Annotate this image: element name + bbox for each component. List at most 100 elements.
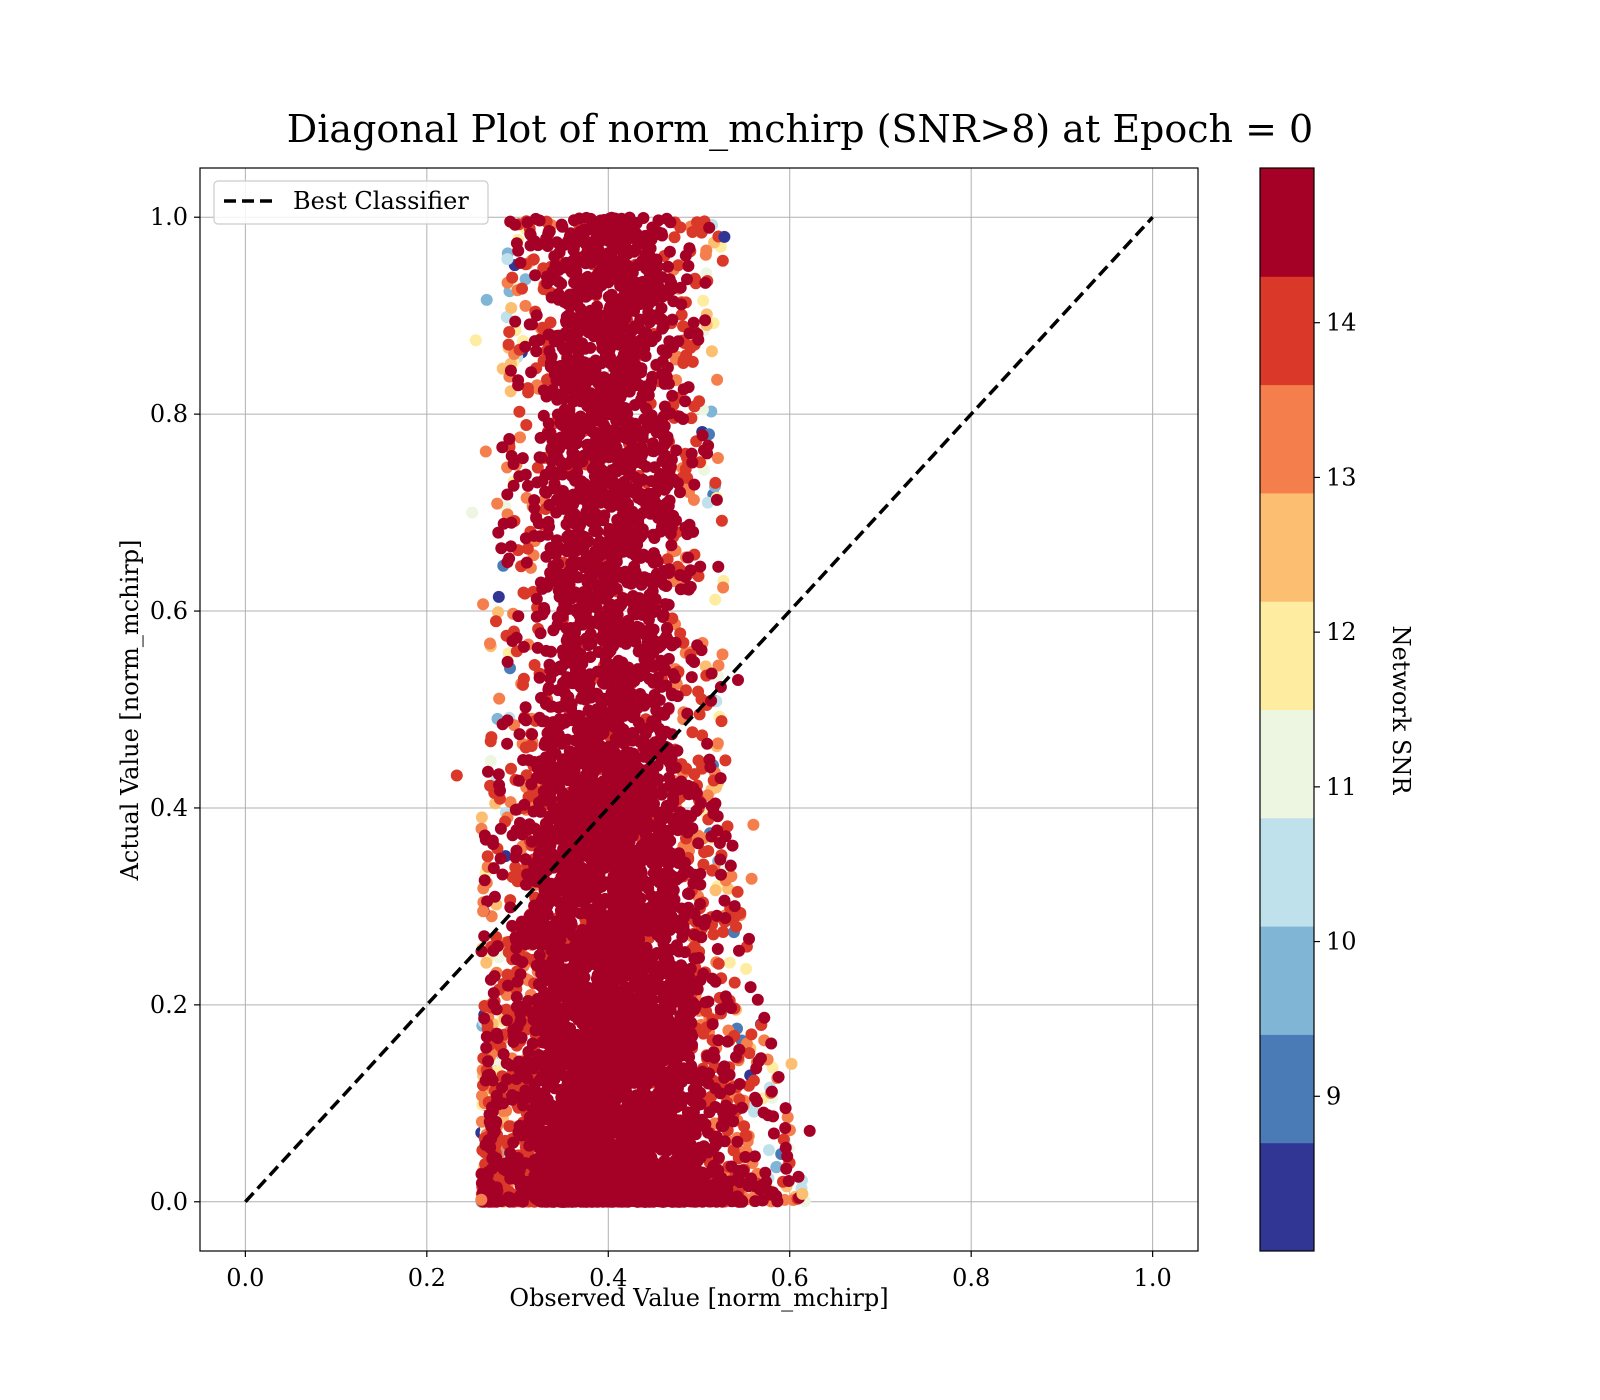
scatter-point bbox=[725, 1002, 738, 1014]
scatter-point bbox=[675, 308, 688, 321]
scatter-point bbox=[682, 260, 695, 272]
scatter-point bbox=[506, 271, 519, 284]
scatter-point bbox=[478, 1000, 491, 1012]
scatter-point bbox=[503, 326, 516, 338]
scatter-point bbox=[709, 476, 722, 489]
scatter-point bbox=[560, 518, 573, 531]
scatter-point bbox=[525, 366, 538, 379]
scatter-point bbox=[718, 894, 731, 907]
scatter-point bbox=[772, 1071, 785, 1083]
scatter-point bbox=[685, 447, 698, 460]
scatter-point bbox=[728, 976, 741, 989]
scatter-point bbox=[709, 884, 722, 897]
scatter-point bbox=[781, 1111, 794, 1124]
scatter-point bbox=[524, 228, 537, 241]
scatter-point bbox=[503, 1120, 516, 1133]
scatter-point bbox=[709, 593, 722, 606]
scatter-point bbox=[484, 755, 497, 767]
scatter-point bbox=[743, 932, 755, 945]
scatter-point bbox=[478, 874, 491, 887]
scatter-point bbox=[712, 560, 725, 573]
scatter-point bbox=[502, 338, 515, 351]
scatter-point bbox=[520, 556, 533, 569]
scatter-point bbox=[697, 858, 710, 871]
chart-title: Diagonal Plot of norm_mchirp (SNR>8) at … bbox=[287, 107, 1313, 152]
scatter-point bbox=[726, 839, 739, 852]
scatter-point bbox=[686, 355, 699, 368]
scatter-point bbox=[695, 644, 708, 657]
scatter-point bbox=[781, 1150, 794, 1163]
scatter-point bbox=[494, 852, 507, 865]
scatter-point bbox=[701, 789, 714, 802]
scatter-point bbox=[660, 212, 673, 225]
scatter-point bbox=[714, 772, 727, 785]
scatter-point bbox=[682, 551, 695, 564]
scatter-point bbox=[475, 811, 488, 824]
scatter-point bbox=[509, 218, 522, 231]
scatter-point bbox=[513, 405, 526, 418]
scatter-point bbox=[686, 726, 699, 739]
scatter-point bbox=[482, 1055, 494, 1068]
scatter-point bbox=[718, 1113, 731, 1126]
scatter-point bbox=[693, 951, 705, 964]
scatter-point bbox=[512, 379, 525, 392]
scatter-point bbox=[765, 1085, 778, 1098]
scatter-point bbox=[514, 256, 527, 269]
scatter-point bbox=[662, 260, 674, 273]
scatter-point bbox=[504, 540, 517, 553]
scatter-point bbox=[591, 525, 604, 538]
scatter-point bbox=[747, 1105, 760, 1118]
scatter-point bbox=[700, 1005, 713, 1018]
scatter-point bbox=[485, 731, 498, 744]
scatter-point bbox=[666, 313, 679, 326]
scatter-point bbox=[562, 603, 575, 615]
scatter-point bbox=[505, 762, 517, 775]
scatter-point bbox=[478, 1012, 491, 1025]
scatter-point bbox=[723, 956, 736, 969]
scatter-point bbox=[712, 957, 725, 970]
scatter-point bbox=[711, 452, 724, 464]
scatter-point bbox=[510, 953, 523, 966]
scatter-point bbox=[492, 606, 504, 619]
scatter-point bbox=[724, 859, 737, 872]
scatter-point bbox=[715, 715, 728, 728]
scatter-point bbox=[665, 539, 678, 552]
scatter-point bbox=[733, 1078, 746, 1090]
scatter-point bbox=[738, 1120, 751, 1133]
scatter-point bbox=[707, 928, 720, 941]
scatter-point bbox=[501, 714, 514, 727]
scatter-point bbox=[697, 294, 710, 307]
scatter-point bbox=[740, 962, 753, 975]
scatter-point bbox=[545, 645, 557, 658]
scatter-point bbox=[674, 627, 687, 640]
scatter-point bbox=[733, 944, 745, 957]
scatter-point bbox=[503, 552, 516, 565]
scatter-point bbox=[701, 737, 714, 750]
scatter-point bbox=[706, 1018, 719, 1031]
scatter-point bbox=[534, 627, 547, 640]
scatter-point bbox=[666, 389, 679, 402]
scatter-point bbox=[504, 364, 517, 377]
scatter-point bbox=[717, 581, 730, 594]
scatter-point bbox=[731, 885, 744, 898]
scatter-point bbox=[770, 1160, 783, 1173]
scatter-point bbox=[484, 637, 496, 650]
scatter-point bbox=[530, 345, 543, 358]
scatter-point bbox=[748, 1150, 761, 1163]
scatter-point bbox=[517, 678, 529, 691]
scatter-point bbox=[519, 273, 532, 286]
scatter-point bbox=[699, 248, 712, 261]
scatter-point bbox=[491, 497, 504, 510]
scatter-point bbox=[747, 1074, 760, 1087]
scatter-point bbox=[687, 493, 700, 506]
scatter-point bbox=[539, 485, 552, 498]
scatter-point bbox=[687, 316, 700, 329]
scatter-point bbox=[719, 754, 732, 767]
scatter-point bbox=[514, 431, 526, 444]
scatter-point bbox=[481, 850, 494, 863]
scatter-point bbox=[487, 862, 500, 875]
scatter-points bbox=[450, 211, 816, 1208]
scatter-point bbox=[743, 1047, 756, 1060]
scatter-point bbox=[533, 214, 546, 227]
